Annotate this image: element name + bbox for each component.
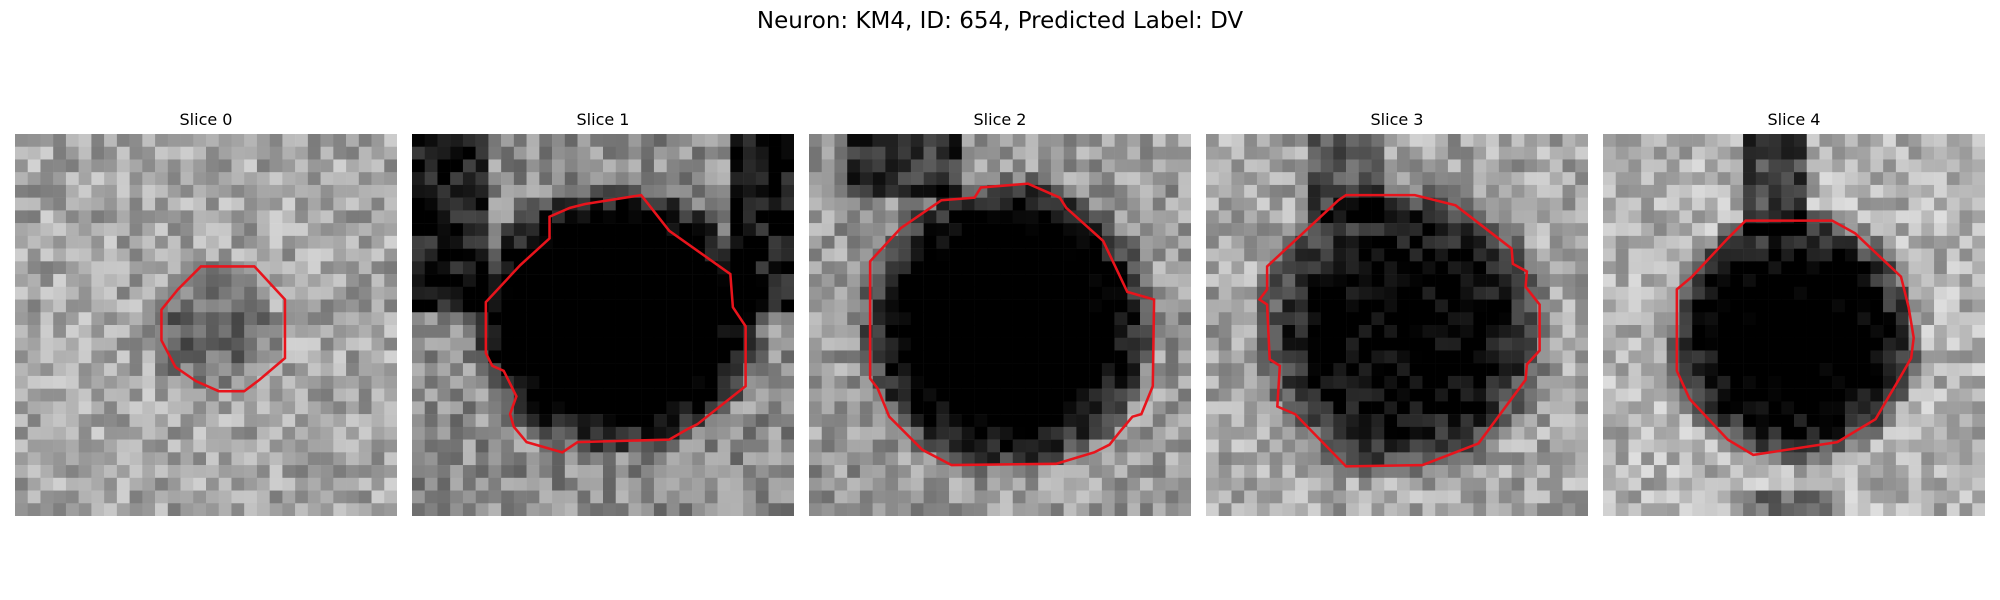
slice-1-image [412, 134, 794, 516]
slice-3-contour [1257, 193, 1541, 468]
slice-4-title: Slice 4 [1767, 110, 1821, 129]
slice-2-pixels [809, 134, 1191, 516]
slice-0-title: Slice 0 [179, 110, 233, 129]
slice-2-title: Slice 2 [973, 110, 1027, 129]
slice-1-pixels [412, 134, 794, 516]
slice-4-pixels [1603, 134, 1985, 516]
slice-0-contour [160, 265, 287, 393]
slice-1-title: Slice 1 [576, 110, 630, 129]
slice-2-contour [868, 182, 1156, 467]
figure-title: Neuron: KM4, ID: 654, Predicted Label: D… [756, 8, 1244, 34]
slice-0-pixels [15, 134, 397, 516]
slice-4-image [1603, 134, 1985, 516]
slice-0-image [15, 134, 397, 516]
slice-3-image [1206, 134, 1588, 516]
slice-1-contour [484, 193, 747, 454]
slice-3-title: Slice 3 [1370, 110, 1424, 129]
slice-2-image [809, 134, 1191, 516]
slice-4-contour [1675, 219, 1915, 457]
slice-3-pixels [1206, 134, 1588, 516]
